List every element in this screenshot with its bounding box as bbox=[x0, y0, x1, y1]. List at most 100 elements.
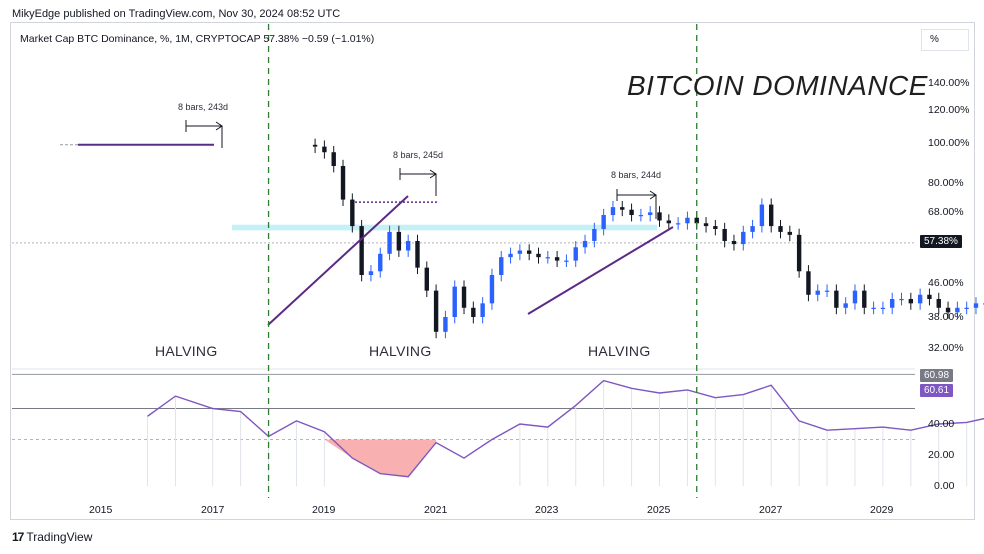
candle-body bbox=[359, 226, 364, 275]
time-tick: 2027 bbox=[759, 504, 783, 516]
publisher-line: MikyEdge published on TradingView.com, N… bbox=[12, 8, 341, 20]
candle-body bbox=[945, 307, 951, 313]
candle-body bbox=[582, 240, 588, 248]
candle-body bbox=[973, 303, 979, 308]
candle-body bbox=[787, 231, 793, 235]
resistance-zone bbox=[232, 224, 657, 231]
trendline-2018 bbox=[267, 195, 409, 326]
candle-body bbox=[675, 223, 681, 225]
candle-body bbox=[368, 271, 374, 275]
candle-body bbox=[964, 307, 969, 309]
measure-label-3: 8 bars, 244d bbox=[611, 170, 662, 180]
candle-body bbox=[405, 240, 411, 251]
candle-body bbox=[759, 204, 765, 227]
osc-tick: 0.00 bbox=[934, 480, 955, 492]
candle-body bbox=[927, 294, 932, 300]
percent-scale-button[interactable]: % bbox=[921, 29, 969, 51]
time-tick: 2019 bbox=[312, 504, 336, 516]
chart-frame bbox=[10, 22, 975, 520]
candle-body bbox=[890, 299, 895, 308]
candle-body bbox=[638, 215, 644, 217]
osc-badge-1: 60.98 bbox=[920, 369, 954, 382]
candle-body bbox=[862, 290, 867, 308]
candle-body bbox=[713, 226, 718, 229]
candle-body bbox=[936, 299, 941, 308]
candle-body bbox=[387, 231, 392, 254]
halving-label-1: HALVING bbox=[155, 343, 218, 359]
time-tick: 2021 bbox=[424, 504, 448, 516]
time-tick: 2029 bbox=[870, 504, 894, 516]
tradingview-logo-icon: 17 bbox=[12, 530, 24, 544]
candle-body bbox=[750, 226, 755, 232]
price-tick: 38.00% bbox=[928, 311, 964, 323]
candle-body bbox=[629, 209, 634, 216]
symbol-legend[interactable]: Market Cap BTC Dominance, %, 1M, CRYPTOC… bbox=[20, 33, 375, 45]
trendline-2022 bbox=[527, 226, 674, 315]
candle-body bbox=[443, 317, 448, 332]
candle-body bbox=[610, 207, 616, 216]
price-tick: 100.00% bbox=[928, 137, 970, 149]
candle-body bbox=[471, 307, 476, 317]
candle-body bbox=[694, 217, 699, 224]
measure-label-1: 8 bars, 243d bbox=[178, 102, 229, 112]
price-tick: 80.00% bbox=[928, 177, 964, 189]
candle-body bbox=[415, 240, 420, 268]
candle-body bbox=[917, 294, 923, 304]
candle-body bbox=[703, 223, 709, 227]
candle-body bbox=[843, 303, 848, 308]
time-tick: 2015 bbox=[89, 504, 113, 516]
candle-body bbox=[536, 253, 541, 258]
osc-tick: 20.00 bbox=[928, 449, 955, 461]
candle-body bbox=[573, 247, 578, 261]
price-tick: 140.00% bbox=[928, 77, 970, 89]
candle-body bbox=[340, 165, 346, 200]
osc-line bbox=[147, 379, 984, 478]
candle-body bbox=[433, 290, 439, 332]
tradingview-logo-text: TradingView bbox=[26, 530, 93, 544]
candle-body bbox=[741, 231, 746, 245]
candle-body bbox=[554, 257, 560, 261]
candle-body bbox=[666, 220, 672, 224]
candle-body bbox=[899, 299, 904, 301]
last-price-badge: 57.38% bbox=[920, 235, 962, 248]
candle-body bbox=[601, 215, 606, 229]
candle-body bbox=[769, 204, 774, 227]
price-tick: 46.00% bbox=[928, 277, 964, 289]
candle-body bbox=[312, 144, 318, 147]
candle-body bbox=[461, 286, 467, 308]
candle-body bbox=[778, 226, 783, 232]
tradingview-logo[interactable]: 17 TradingView bbox=[12, 530, 92, 544]
candle-body bbox=[852, 290, 858, 304]
candle-body bbox=[526, 250, 532, 254]
candle-body bbox=[424, 267, 429, 291]
candle-body bbox=[806, 271, 811, 295]
candle-body bbox=[489, 274, 495, 304]
candle-body bbox=[508, 253, 513, 258]
osc-tick: 40.00 bbox=[928, 418, 955, 430]
osc-badge-2: 60.61 bbox=[920, 384, 954, 397]
time-tick: 2023 bbox=[535, 504, 559, 516]
candle-body bbox=[452, 286, 457, 317]
candle-body bbox=[350, 199, 355, 227]
candle-body bbox=[378, 253, 383, 272]
time-tick: 2025 bbox=[647, 504, 671, 516]
candle-body bbox=[564, 260, 569, 262]
candle-body bbox=[331, 152, 336, 166]
time-tick: 2017 bbox=[201, 504, 225, 516]
candle-body bbox=[657, 212, 662, 221]
candle-body bbox=[685, 217, 690, 224]
candle-body bbox=[834, 290, 839, 308]
candle-body bbox=[871, 307, 876, 309]
candle-body bbox=[824, 290, 830, 292]
chart-title: BITCOIN DOMINANCE bbox=[627, 70, 928, 101]
candle-body bbox=[722, 228, 727, 241]
candle-body bbox=[796, 234, 802, 272]
halving-label-2: HALVING bbox=[369, 343, 432, 359]
candle-body bbox=[880, 307, 886, 309]
osc-oversold-fill bbox=[296, 439, 437, 477]
candle-body bbox=[908, 299, 914, 304]
price-tick: 32.00% bbox=[928, 342, 964, 354]
candle-body bbox=[620, 207, 625, 210]
candle-body bbox=[396, 231, 402, 251]
